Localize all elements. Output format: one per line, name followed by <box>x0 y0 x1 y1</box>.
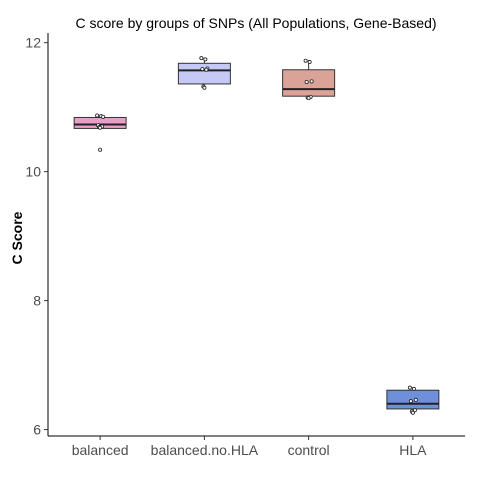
plot-area: 6 8 10 12 balanced balanced.no.HLA control HLA <box>25 33 465 458</box>
data-point <box>98 125 103 130</box>
data-point <box>303 58 308 63</box>
data-point <box>307 60 312 65</box>
data-point <box>410 410 415 415</box>
data-point <box>413 397 418 402</box>
data-point <box>304 80 309 85</box>
y-tick-label: 8 <box>33 293 41 309</box>
data-point <box>202 85 207 90</box>
data-point <box>95 113 100 118</box>
data-point <box>309 79 314 84</box>
box-control <box>282 69 336 97</box>
data-point <box>203 57 208 62</box>
y-axis-label: C Score <box>9 211 25 264</box>
data-point <box>408 399 413 404</box>
y-tick-label: 10 <box>25 164 41 180</box>
data-point <box>204 67 209 72</box>
y-tick-label: 12 <box>25 35 41 51</box>
data-point <box>411 386 416 391</box>
chart-title: C score by groups of SNPs (All Populatio… <box>75 15 436 31</box>
data-point <box>101 114 106 119</box>
data-point <box>199 56 204 61</box>
data-point <box>200 67 205 72</box>
x-tick-label: control <box>288 442 330 458</box>
x-tick-label: balanced.no.HLA <box>151 442 259 458</box>
x-tick-label: balanced <box>72 442 129 458</box>
box-balanced.no.HLA <box>177 62 231 85</box>
data-point <box>306 96 311 101</box>
data-point <box>407 385 412 390</box>
box-HLA <box>386 389 440 410</box>
y-tick-label: 6 <box>33 422 41 438</box>
x-tick-label: HLA <box>399 442 427 458</box>
data-point <box>98 147 103 152</box>
